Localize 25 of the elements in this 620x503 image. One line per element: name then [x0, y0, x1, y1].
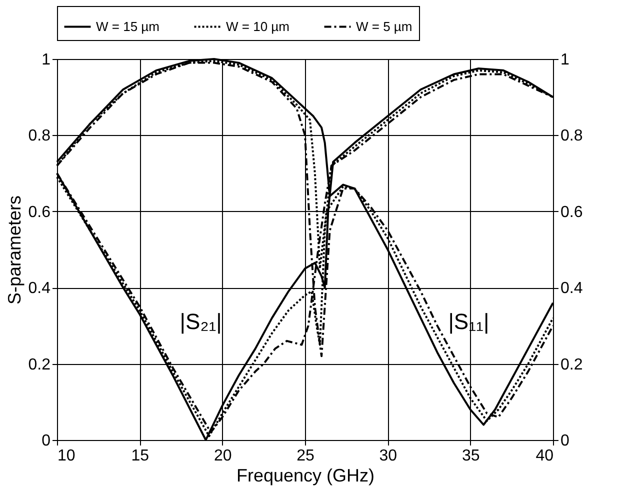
- y-axis-title: S-parameters: [4, 195, 24, 305]
- annotation: |S₂₁|: [180, 308, 222, 334]
- x-tick-label: 15: [131, 448, 150, 464]
- x-tick-label: 20: [214, 448, 232, 464]
- y2-tick-label: 0: [560, 432, 570, 450]
- y2-tick-label: 0.6: [560, 204, 583, 221]
- legend-label: W = 10 µm: [226, 18, 290, 34]
- y-tick-label: 0.8: [28, 128, 51, 145]
- y-tick-label: 0.6: [28, 204, 51, 221]
- legend-label: W = 15 µm: [96, 18, 160, 34]
- x-tick-label: 10: [58, 448, 76, 464]
- y-tick-label: 1: [42, 52, 51, 68]
- x-axis-title: Frequency (GHz): [236, 466, 375, 486]
- legend-label: W = 5 µm: [356, 18, 412, 34]
- y2-tick-label: 0.8: [560, 128, 583, 145]
- y-tick-label: 0.4: [28, 280, 51, 298]
- x-tick-label: 40: [536, 448, 554, 464]
- y2-tick-label: 0.2: [560, 356, 583, 374]
- y-tick-label: 0: [42, 432, 51, 450]
- y2-tick-label: 1: [560, 52, 570, 68]
- y2-tick-label: 0.4: [560, 280, 583, 298]
- x-tick-label: 25: [296, 448, 314, 464]
- x-tick-label: 35: [462, 448, 480, 464]
- x-tick-label: 30: [379, 448, 398, 464]
- y-tick-label: 0.2: [28, 356, 51, 374]
